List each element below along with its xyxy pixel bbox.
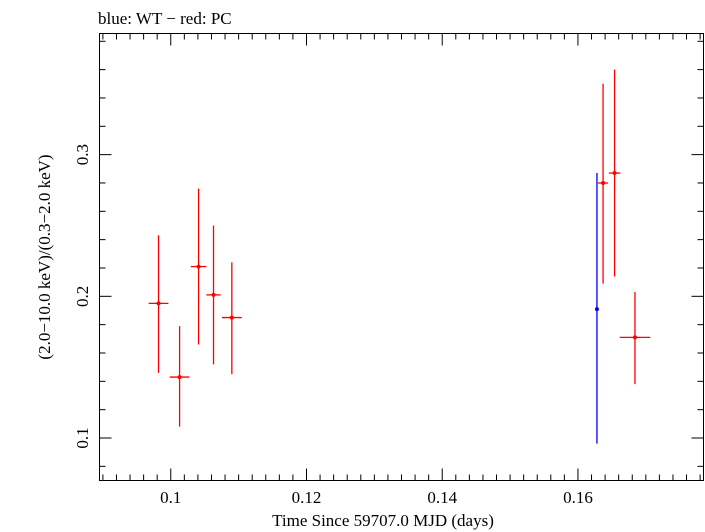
pc-data-point xyxy=(196,264,201,269)
x-tick-label: 0.12 xyxy=(292,488,322,507)
x-tick-label: 0.16 xyxy=(563,488,593,507)
wt-data-point xyxy=(594,307,599,312)
plot-frame xyxy=(99,33,704,481)
pc-data-point xyxy=(229,315,234,320)
y-axis-label: (2.0−10.0 keV)/(0.3−2.0 keV) xyxy=(35,154,54,359)
axis-ticks: 0.1 0.12 0.14 0.16 0.1 0.2 0.3 xyxy=(73,33,704,507)
pc-data-point xyxy=(612,171,617,176)
x-tick-label: 0.1 xyxy=(160,488,181,507)
x-axis-label: Time Since 59707.0 MJD (days) xyxy=(272,511,494,530)
pc-data-point xyxy=(601,180,606,185)
pc-data-point xyxy=(211,292,216,297)
chart-title: blue: WT − red: PC xyxy=(98,9,232,28)
y-tick-label: 0.3 xyxy=(73,144,92,165)
x-tick-label: 0.14 xyxy=(427,488,457,507)
y-tick-label: 0.2 xyxy=(73,286,92,307)
y-tick-label: 0.1 xyxy=(73,427,92,448)
pc-data-point xyxy=(156,301,161,306)
data-marks xyxy=(148,69,651,444)
pc-data-point xyxy=(632,335,637,340)
pc-data-point xyxy=(177,375,182,380)
